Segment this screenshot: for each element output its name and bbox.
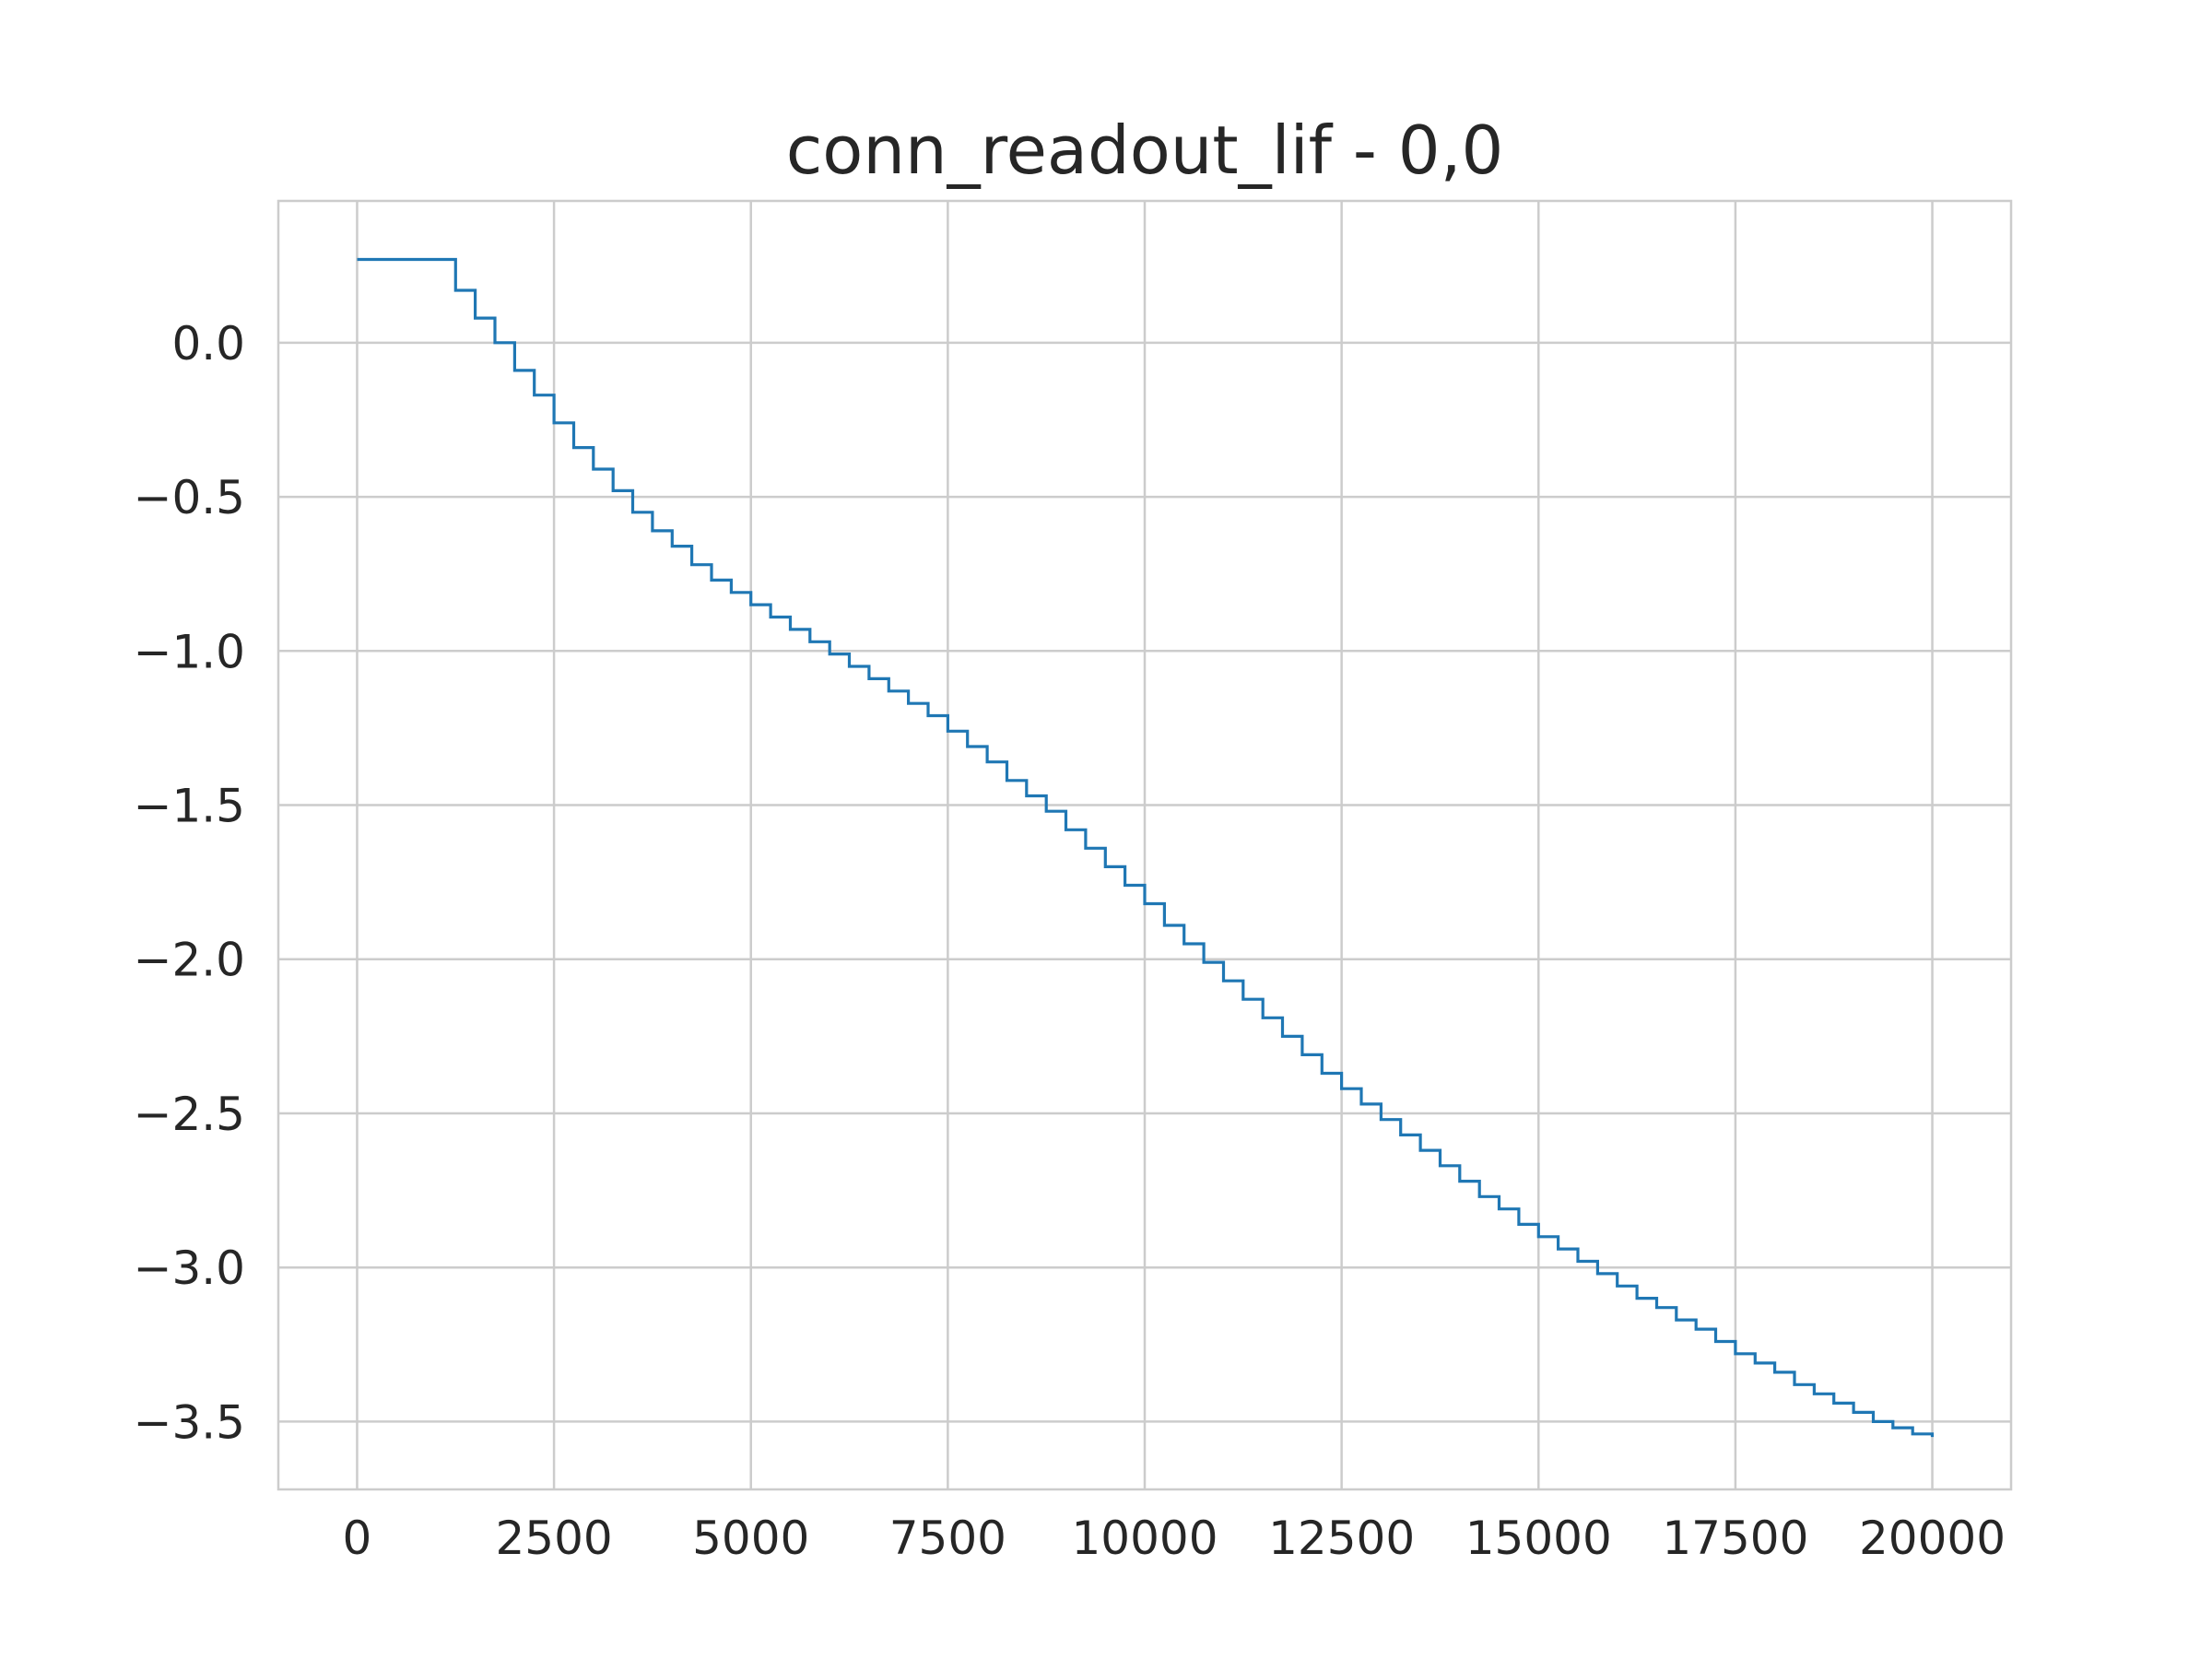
x-tick-label: 2500 (495, 1512, 612, 1565)
x-tick-label: 7500 (889, 1512, 1006, 1565)
x-tick-label: 5000 (692, 1512, 809, 1565)
x-tick-label: 10000 (1071, 1512, 1218, 1565)
y-tick-label: −0.5 (134, 471, 245, 524)
chart-title: conn_readout_lif - 0,0 (786, 112, 1504, 189)
series-group (357, 257, 1935, 1438)
x-tick-label: 12500 (1268, 1512, 1415, 1565)
y-tick-label: −3.5 (134, 1395, 245, 1449)
x-tick-label: 17500 (1662, 1512, 1808, 1565)
plot-area: 0 2500 5000 7500 10000 12500 15000 17500 20000 0… (134, 199, 2013, 1565)
x-tick-labels: 0 2500 5000 7500 10000 12500 15000 17500 20000 (343, 1512, 2006, 1565)
y-tick-label: −1.0 (134, 625, 245, 678)
y-tick-label: −3.0 (134, 1241, 245, 1295)
axes-frame (276, 199, 2013, 1491)
y-tick-label: −2.5 (134, 1088, 245, 1141)
y-tick-labels: 0.0 −0.5 −1.0 −1.5 −2.0 −2.5 −3.0 −3.5 (134, 317, 245, 1450)
x-tick-label: 20000 (1859, 1512, 2006, 1565)
x-tick-label: 0 (343, 1512, 372, 1565)
y-tick-label: −1.5 (134, 780, 245, 833)
y-tick-label: 0.0 (171, 317, 245, 371)
grid (278, 201, 2011, 1489)
y-tick-label: −2.0 (134, 934, 245, 987)
x-tick-label: 15000 (1465, 1512, 1612, 1565)
series-line (357, 257, 1935, 1438)
